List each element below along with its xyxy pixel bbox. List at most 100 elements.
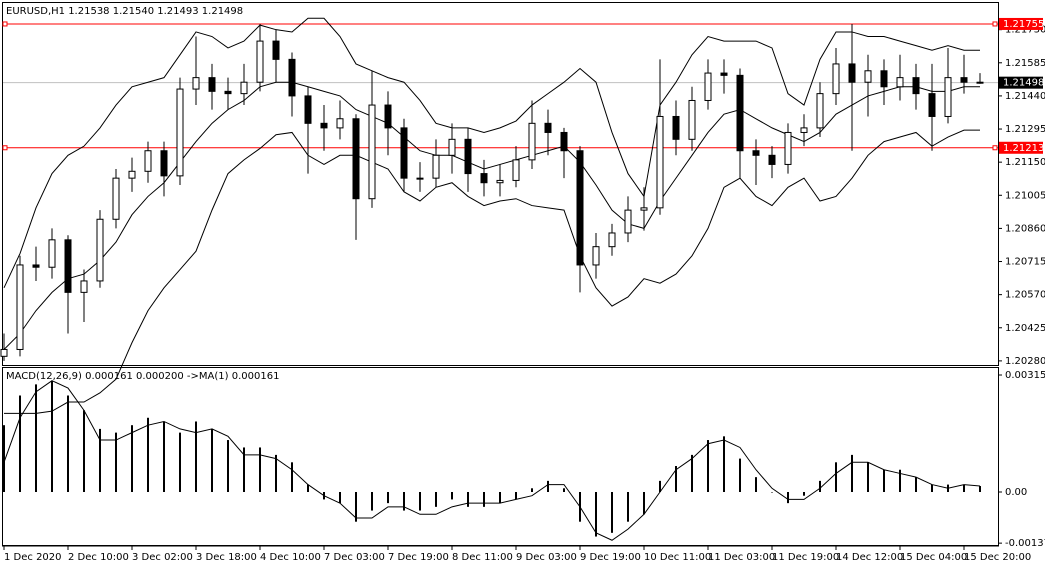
y-tick-label: 1.21585 <box>1005 58 1045 69</box>
indicator-title: MACD(12,26,9) 0.000161 0.000200 ->MA(1) … <box>6 371 279 382</box>
candle-body <box>704 72 712 101</box>
candle-body <box>896 77 904 88</box>
candle-body <box>640 207 648 211</box>
macd-bar <box>163 421 165 493</box>
candle-body <box>624 209 632 234</box>
candle-body <box>272 40 280 60</box>
macd-bar <box>195 421 197 493</box>
candle-body <box>560 131 568 152</box>
candle-body <box>656 115 664 209</box>
x-tick-label: 14 Dec 12:00 <box>836 552 903 563</box>
x-tick-label: 15 Dec 20:00 <box>964 552 1031 563</box>
candle-body <box>480 173 488 184</box>
candle-body <box>32 264 40 268</box>
candle-body <box>416 177 424 180</box>
y-tick-label: 1.20715 <box>1005 257 1045 268</box>
macd-bar <box>723 436 725 493</box>
macd-bar <box>451 492 453 500</box>
x-tick-label: 8 Dec 11:00 <box>452 552 513 563</box>
level-handle <box>2 21 8 27</box>
candle-body <box>208 77 216 92</box>
candle-body <box>528 122 536 161</box>
bb-lower <box>4 129 980 414</box>
candle-body <box>224 90 232 95</box>
candle-body <box>832 63 840 95</box>
candle-body <box>0 348 8 357</box>
macd-bar <box>371 492 373 511</box>
y-tick-label: 1.20860 <box>1005 223 1045 234</box>
candle-body <box>880 70 888 88</box>
level-handle <box>992 21 998 27</box>
candle-body <box>848 63 856 83</box>
macd-bar <box>675 466 677 493</box>
macd-bar <box>19 395 21 493</box>
macd-bar <box>355 492 357 522</box>
macd-bar <box>851 454 853 493</box>
x-tick-label: 7 Dec 03:00 <box>324 552 385 563</box>
x-tick-label: 4 Dec 10:00 <box>260 552 321 563</box>
macd-bar <box>115 432 117 493</box>
y2-tick-label: 0.003152 <box>1005 370 1045 381</box>
candle-body <box>288 58 296 97</box>
x-tick-label: 3 Dec 02:00 <box>132 552 193 563</box>
y2-tick-label: 0.00 <box>1005 487 1027 498</box>
candle-body <box>336 118 344 129</box>
y-tick-label: 1.20570 <box>1005 290 1045 301</box>
macd-bar <box>467 492 469 507</box>
macd-bar <box>515 492 517 500</box>
level-box <box>999 141 1043 154</box>
candle-body <box>928 93 936 117</box>
x-tick-label: 7 Dec 19:00 <box>388 552 449 563</box>
candle-body <box>944 77 952 117</box>
macd-bar <box>291 462 293 493</box>
y-tick-label: 1.21440 <box>1005 91 1045 102</box>
candle-body <box>240 81 248 95</box>
candle-body <box>144 150 152 172</box>
candle-body <box>496 179 504 184</box>
macd-bar <box>659 480 661 493</box>
macd-bar <box>563 488 565 493</box>
macd-bar <box>963 484 965 493</box>
macd-bar <box>307 484 309 493</box>
macd-bar <box>403 492 405 511</box>
last-price-box <box>999 76 1043 89</box>
macd-bar <box>67 395 69 493</box>
candle-body <box>752 150 760 156</box>
x-tick-label: 11 Dec 19:00 <box>772 552 839 563</box>
macd-bar <box>531 488 533 493</box>
macd-bar <box>867 462 869 493</box>
candle-body <box>768 154 776 165</box>
candle-body <box>976 81 984 84</box>
candle-body <box>672 115 680 140</box>
candle-body <box>800 127 808 133</box>
x-tick-label: 2 Dec 10:00 <box>68 552 129 563</box>
candle-body <box>352 118 360 200</box>
level-box <box>999 17 1043 30</box>
candle-body <box>96 218 104 282</box>
level-label: 1.21213 <box>1003 143 1044 154</box>
x-tick-label: 9 Dec 19:00 <box>580 552 641 563</box>
macd-bar <box>243 447 245 493</box>
macd-bar <box>611 492 613 533</box>
candle-body <box>544 122 552 133</box>
macd-bar <box>755 477 757 493</box>
y2-tick-label: -0.001378 <box>1005 538 1045 549</box>
x-tick-label: 9 Dec 03:00 <box>516 552 577 563</box>
macd-bar <box>131 425 133 493</box>
y-tick-label: 1.20280 <box>1005 356 1045 367</box>
macd-bar <box>915 477 917 493</box>
last-price-label: 1.21498 <box>1003 78 1044 89</box>
macd-bar <box>931 484 933 493</box>
macd-bar <box>707 440 709 493</box>
candle-body <box>80 280 88 293</box>
macd-bar <box>627 492 629 522</box>
candle-body <box>576 150 584 266</box>
macd-bar <box>99 428 101 493</box>
macd-bar <box>387 492 389 504</box>
candle-body <box>48 239 56 268</box>
macd-signal <box>3 380 981 541</box>
macd-bar <box>787 492 789 504</box>
chart-title: EURUSD,H1 1.21538 1.21540 1.21493 1.2149… <box>6 6 243 17</box>
candle-body <box>448 138 456 156</box>
candle-body <box>864 70 872 83</box>
